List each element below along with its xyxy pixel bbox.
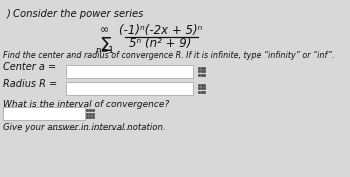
Text: Give your answer in interval notation.: Give your answer in interval notation. bbox=[3, 123, 166, 132]
FancyBboxPatch shape bbox=[65, 81, 192, 95]
FancyBboxPatch shape bbox=[3, 107, 85, 120]
Text: Σ: Σ bbox=[99, 36, 111, 55]
Text: 5ⁿ (n² + 9): 5ⁿ (n² + 9) bbox=[130, 37, 192, 50]
Text: n=1: n=1 bbox=[96, 46, 114, 55]
Text: What is the interval of convergence?: What is the interval of convergence? bbox=[3, 100, 169, 109]
FancyBboxPatch shape bbox=[65, 64, 192, 78]
Text: Radius R =: Radius R = bbox=[3, 79, 57, 89]
Text: ) Consider the power series: ) Consider the power series bbox=[7, 9, 144, 19]
Text: Find the center and radius of convergence R. If it is infinite, type “infinity” : Find the center and radius of convergenc… bbox=[3, 51, 335, 60]
Text: (-1)ⁿ(-2x + 5)ⁿ: (-1)ⁿ(-2x + 5)ⁿ bbox=[119, 24, 202, 37]
Text: ∞: ∞ bbox=[100, 25, 110, 35]
Text: Center a =: Center a = bbox=[3, 62, 56, 72]
